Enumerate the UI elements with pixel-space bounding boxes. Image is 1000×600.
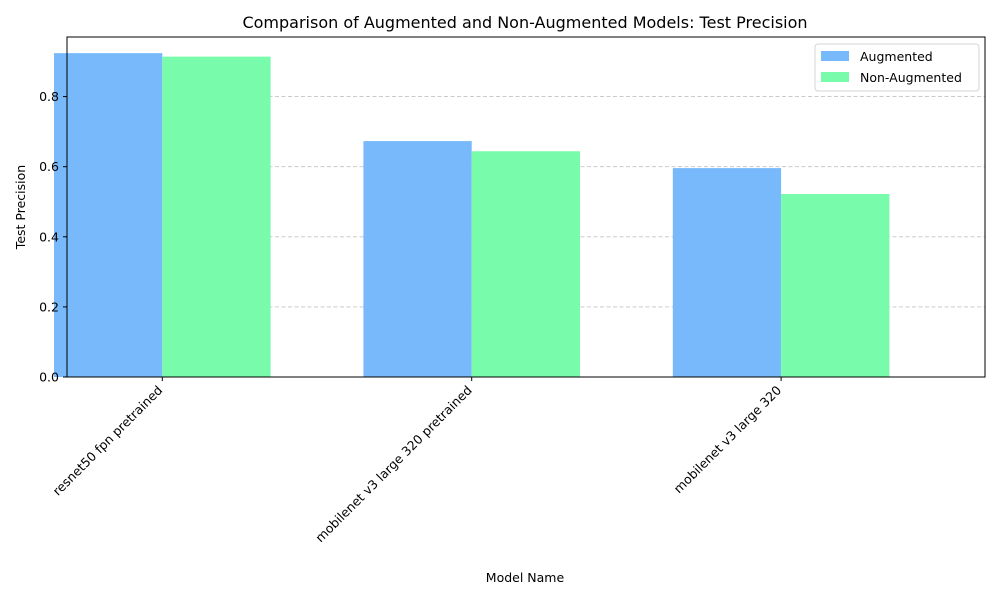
y-tick-label: 0.8 [39,89,59,104]
legend-swatch [821,51,849,61]
bar-augmented [363,141,472,377]
x-tick-label: resnet50 fpn pretrained [50,383,166,499]
bar-non-augmented [781,194,890,377]
x-tick-label: mobilenet v3 large 320 [671,382,785,496]
plot-frame [66,36,986,378]
bar-non-augmented [471,151,580,377]
legend-label: Augmented [860,49,933,64]
x-tick-label: mobilenet v3 large 320 pretrained [312,383,475,546]
legend-frame [814,43,980,92]
y-tick-label: 0.4 [39,229,59,244]
bar-augmented [54,53,163,377]
chart-title: Comparison of Augmented and Non-Augmente… [242,13,807,32]
bar-non-augmented [162,56,271,377]
bars [54,53,890,377]
y-tick-label: 0.2 [39,299,59,314]
legend-swatch [821,72,849,82]
y-tick-label: 0.6 [39,159,59,174]
y-tick-label: 0.0 [39,370,59,385]
legend: Augmented Non-Augmented [814,43,980,92]
bar-augmented [672,168,782,377]
y-axis-label: Test Precision [13,165,28,250]
legend-label: Non-Augmented [860,70,962,85]
x-axis-label: Model Name [486,570,565,585]
